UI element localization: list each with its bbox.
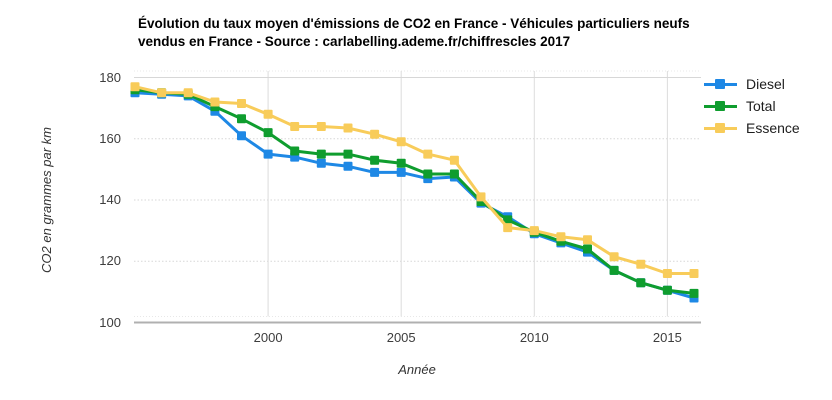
total-point-2007[interactable]: [449, 169, 459, 179]
legend-label-essence: Essence: [746, 120, 800, 136]
essence-point-2010[interactable]: [529, 226, 539, 236]
y-tick-label-160: 160: [99, 130, 121, 146]
total-point-2016[interactable]: [689, 288, 699, 298]
chart-title: Évolution du taux moyen d'émissions de C…: [138, 16, 690, 49]
essence-point-2005[interactable]: [396, 137, 406, 147]
total-point-2006[interactable]: [423, 169, 433, 179]
total-series-marker-icon: [704, 101, 737, 111]
total-point-2003[interactable]: [343, 149, 353, 159]
essence-point-1998[interactable]: [210, 97, 220, 107]
essence-series-line: [133, 85, 696, 275]
total-point-2002[interactable]: [316, 149, 326, 159]
y-tick-label-100: 100: [99, 314, 121, 330]
total-point-2000[interactable]: [263, 128, 273, 138]
essence-point-1996[interactable]: [157, 88, 167, 98]
total-point-2004[interactable]: [370, 155, 380, 165]
essence-point-2014[interactable]: [636, 259, 646, 269]
essence-point-1999[interactable]: [237, 99, 246, 108]
legend: Diesel Total Essence: [704, 73, 800, 139]
x-tick-label-2015: 2015: [652, 330, 682, 345]
essence-point-2000[interactable]: [263, 109, 273, 119]
essence-point-2012[interactable]: [583, 235, 592, 245]
x-tick-label-2005: 2005: [386, 330, 416, 345]
diesel-point-2003[interactable]: [343, 161, 353, 171]
total-point-2013[interactable]: [609, 265, 619, 275]
legend-item-essence[interactable]: Essence: [704, 117, 800, 139]
diesel-point-2002[interactable]: [316, 158, 326, 168]
x-axis-title: Année: [398, 362, 436, 377]
total-point-1999[interactable]: [237, 114, 246, 124]
essence-point-2002[interactable]: [316, 122, 326, 131]
total-point-2001[interactable]: [290, 146, 300, 156]
essence-point-2009[interactable]: [503, 223, 513, 233]
legend-label-diesel: Diesel: [746, 76, 785, 92]
essence-point-2008[interactable]: [476, 192, 486, 202]
total-point-2015[interactable]: [662, 285, 672, 295]
legend-item-total[interactable]: Total: [704, 95, 800, 117]
total-point-2005[interactable]: [396, 158, 406, 168]
x-tick-label-2000: 2000: [253, 330, 283, 345]
essence-point-2011[interactable]: [556, 232, 566, 242]
total-series-line: [133, 88, 696, 295]
essence-point-2001[interactable]: [290, 122, 300, 131]
diesel-series-marker-icon: [704, 79, 737, 89]
total-point-2009[interactable]: [503, 215, 513, 225]
y-tick-label-140: 140: [99, 192, 121, 207]
essence-point-2016[interactable]: [689, 269, 699, 278]
y-tick-label-120: 120: [99, 253, 121, 269]
diesel-point-2004[interactable]: [370, 167, 380, 177]
diesel-point-2000[interactable]: [263, 149, 273, 159]
diesel-point-2005[interactable]: [396, 167, 406, 177]
essence-point-2015[interactable]: [662, 269, 672, 278]
total-point-2014[interactable]: [636, 278, 646, 288]
essence-point-2004[interactable]: [370, 129, 380, 139]
essence-point-2013[interactable]: [609, 252, 619, 262]
x-tick-label-2010: 2010: [519, 330, 549, 345]
legend-item-diesel[interactable]: Diesel: [704, 73, 800, 95]
essence-point-2007[interactable]: [449, 155, 459, 165]
essence-point-2003[interactable]: [343, 123, 353, 133]
essence-point-1995[interactable]: [130, 82, 140, 92]
y-axis-title: CO2 en grammes par km: [39, 127, 54, 273]
essence-point-2006[interactable]: [423, 149, 433, 159]
total-point-2012[interactable]: [583, 244, 592, 254]
essence-series-marker-icon: [704, 123, 737, 133]
essence-point-1997[interactable]: [183, 88, 193, 98]
diesel-point-1999[interactable]: [237, 131, 246, 141]
legend-label-total: Total: [746, 98, 776, 114]
y-tick-label-180: 180: [99, 69, 121, 85]
